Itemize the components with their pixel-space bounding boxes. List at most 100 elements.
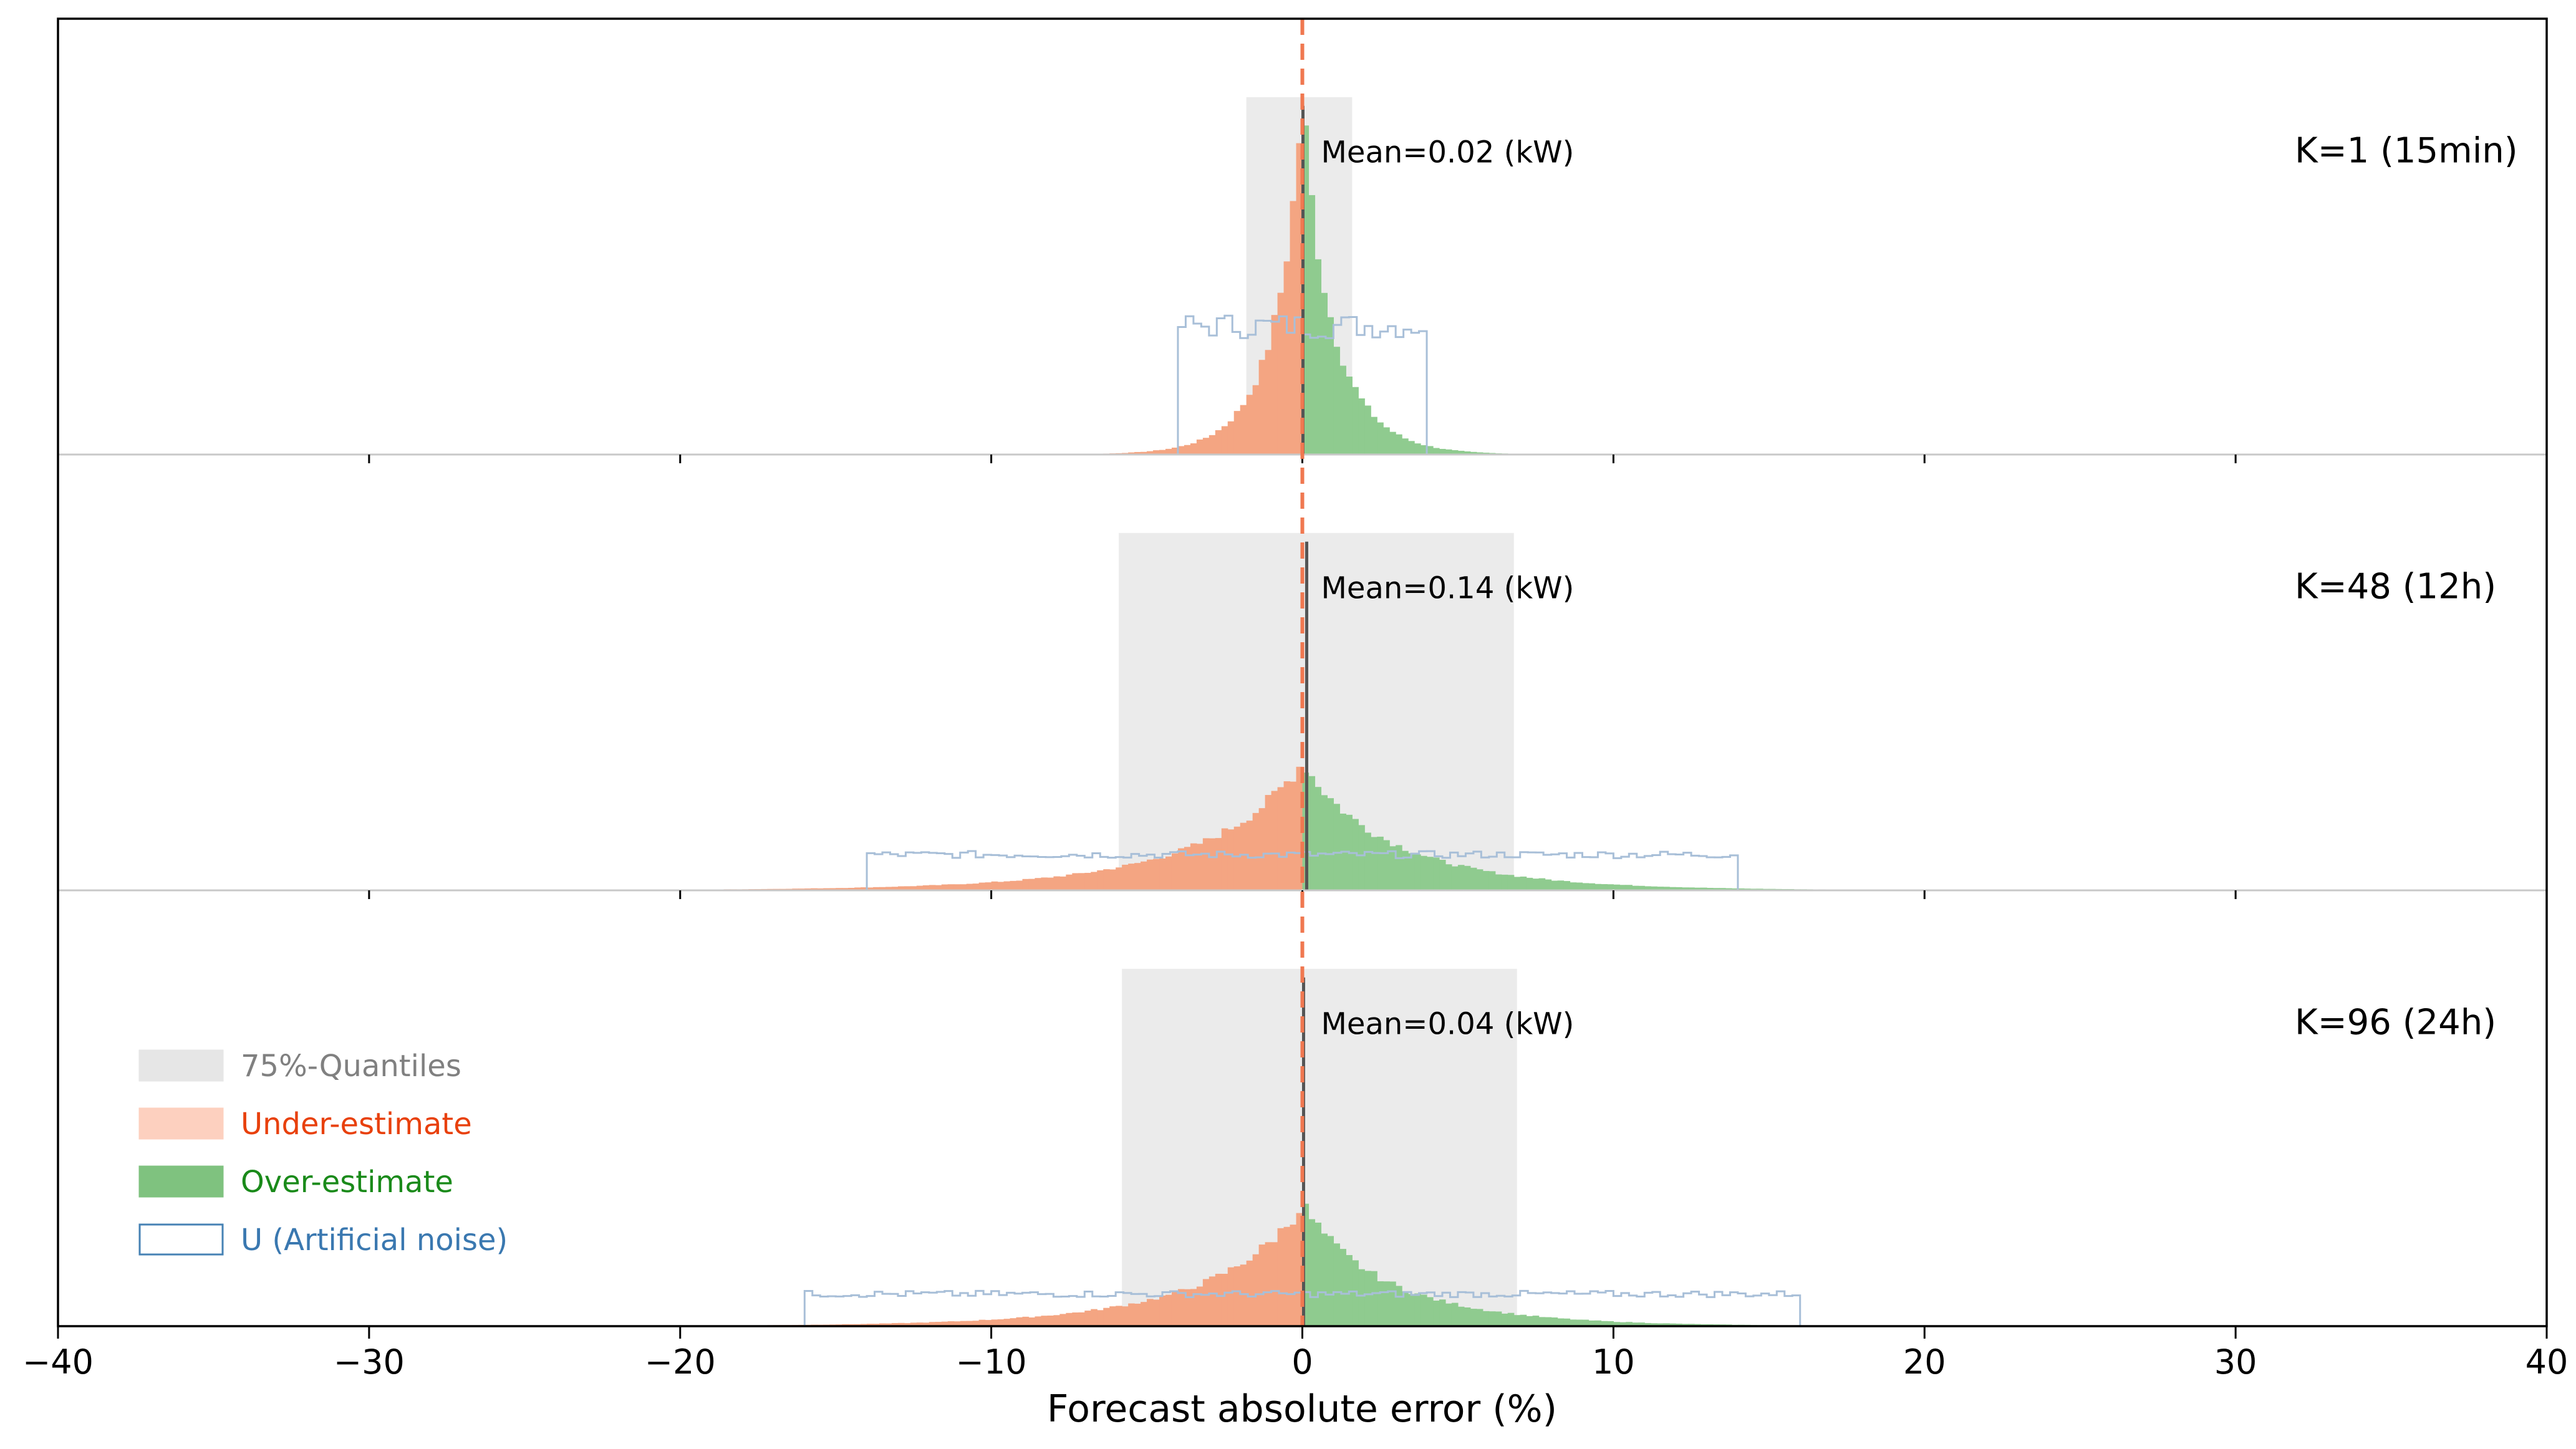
over-estimate-bar bbox=[1445, 449, 1452, 455]
over-estimate-bar bbox=[1321, 1233, 1328, 1326]
under-estimate-bar bbox=[867, 887, 874, 890]
over-estimate-bar bbox=[1532, 879, 1540, 890]
over-estimate-bar bbox=[1682, 1324, 1689, 1326]
under-estimate-bar bbox=[1109, 869, 1116, 890]
over-estimate-bar bbox=[1607, 884, 1614, 890]
over-estimate-bar bbox=[1302, 1203, 1310, 1326]
under-estimate-bar bbox=[829, 888, 836, 890]
over-estimate-bar bbox=[1433, 1301, 1440, 1326]
under-estimate-bar bbox=[879, 1323, 886, 1326]
under-estimate-bar bbox=[1047, 1315, 1054, 1326]
under-estimate-bar bbox=[1128, 864, 1135, 890]
over-estimate-bar bbox=[1619, 885, 1626, 890]
over-estimate-bar bbox=[1451, 1302, 1459, 1326]
under-estimate-bar bbox=[1084, 872, 1091, 890]
under-estimate-bar bbox=[1240, 1264, 1247, 1326]
under-estimate-bar bbox=[1171, 1291, 1179, 1326]
x-tick-label: −40 bbox=[22, 1342, 94, 1382]
under-estimate-bar bbox=[953, 1321, 961, 1326]
under-estimate-bar bbox=[1246, 1260, 1253, 1326]
over-estimate-bar bbox=[1576, 882, 1583, 890]
over-estimate-bar bbox=[1339, 365, 1346, 455]
under-estimate-bar bbox=[1265, 1242, 1272, 1326]
over-estimate-bar bbox=[1594, 883, 1602, 890]
over-estimate-bar bbox=[1371, 416, 1377, 455]
over-estimate-bar bbox=[1532, 1316, 1540, 1326]
over-estimate-bar bbox=[1613, 1322, 1620, 1326]
over-estimate-bar bbox=[1632, 885, 1639, 890]
over-estimate-bar bbox=[1682, 887, 1689, 890]
over-estimate-bar bbox=[1507, 875, 1515, 890]
over-estimate-bar bbox=[1713, 888, 1720, 890]
under-estimate-bar bbox=[1078, 873, 1085, 890]
over-estimate-bar bbox=[1607, 1321, 1614, 1326]
over-estimate-bar bbox=[1464, 865, 1471, 890]
under-estimate-bar bbox=[978, 1319, 986, 1326]
over-estimate-bar bbox=[1321, 292, 1328, 455]
under-estimate-bar bbox=[922, 885, 930, 890]
over-estimate-bar bbox=[1464, 1307, 1471, 1326]
under-estimate-bar bbox=[1072, 1312, 1079, 1326]
under-estimate-bar bbox=[960, 884, 967, 890]
under-estimate-bar bbox=[1227, 421, 1235, 455]
over-estimate-bar bbox=[1315, 1222, 1322, 1326]
under-estimate-bar bbox=[978, 882, 986, 890]
legend-swatch bbox=[138, 1223, 224, 1256]
over-estimate-bar bbox=[1669, 887, 1676, 890]
under-estimate-bar bbox=[904, 1323, 911, 1326]
under-estimate-bar bbox=[1053, 876, 1060, 890]
over-estimate-bar bbox=[1495, 874, 1502, 890]
under-estimate-bar bbox=[1277, 787, 1285, 890]
over-estimate-bar bbox=[1601, 1321, 1608, 1326]
over-estimate-bar bbox=[1725, 888, 1732, 890]
over-estimate-bar bbox=[1619, 1322, 1626, 1326]
under-estimate-bar bbox=[1233, 826, 1241, 890]
under-estimate-bar bbox=[1240, 405, 1247, 455]
under-estimate-bar bbox=[867, 1324, 874, 1326]
legend-swatch bbox=[138, 1049, 224, 1082]
over-estimate-bar bbox=[1451, 866, 1459, 890]
under-estimate-bar bbox=[1116, 1306, 1122, 1326]
under-estimate-bar bbox=[1240, 822, 1247, 890]
under-estimate-bar bbox=[854, 887, 861, 890]
under-estimate-bar bbox=[804, 888, 811, 890]
under-estimate-bar bbox=[1296, 1213, 1303, 1326]
under-estimate-bar bbox=[922, 1322, 930, 1326]
over-estimate-bar bbox=[1371, 837, 1377, 890]
under-estimate-bar bbox=[1252, 812, 1260, 890]
under-estimate-bar bbox=[1184, 847, 1191, 890]
under-estimate-bar bbox=[1296, 766, 1303, 890]
over-estimate-bar bbox=[1439, 1299, 1446, 1326]
over-estimate-bar bbox=[1638, 885, 1645, 890]
over-estimate-bar bbox=[1377, 1281, 1384, 1326]
under-estimate-bar bbox=[1010, 880, 1017, 890]
over-estimate-bar bbox=[1457, 865, 1465, 890]
over-estimate-bar bbox=[1476, 1309, 1483, 1326]
under-estimate-bar bbox=[1258, 1244, 1266, 1326]
under-estimate-bar bbox=[1003, 1319, 1011, 1326]
under-estimate-bar bbox=[1208, 435, 1216, 455]
mean-label: Mean=0.04 (kW) bbox=[1321, 1007, 1575, 1042]
under-estimate-bar bbox=[941, 884, 948, 890]
under-estimate-bar bbox=[1271, 1242, 1278, 1326]
over-estimate-bar bbox=[1663, 1323, 1670, 1326]
under-estimate-bar bbox=[1066, 1312, 1073, 1326]
over-estimate-bar bbox=[1707, 888, 1714, 890]
x-tick-label: 20 bbox=[1903, 1342, 1946, 1382]
over-estimate-bar bbox=[1663, 887, 1670, 890]
under-estimate-bar bbox=[1097, 1310, 1104, 1326]
under-estimate-bar bbox=[1233, 411, 1241, 455]
under-estimate-bar bbox=[997, 882, 1005, 890]
over-estimate-bar bbox=[1495, 1311, 1502, 1326]
over-estimate-bar bbox=[1402, 1291, 1409, 1326]
over-estimate-bar bbox=[1688, 887, 1695, 890]
under-estimate-bar bbox=[985, 882, 992, 890]
legend-swatch bbox=[138, 1107, 224, 1140]
over-estimate-bar bbox=[1364, 1271, 1371, 1326]
under-estimate-bar bbox=[1097, 870, 1104, 890]
over-estimate-bar bbox=[1526, 877, 1533, 890]
over-estimate-bar bbox=[1700, 887, 1707, 890]
under-estimate-bar bbox=[991, 881, 998, 890]
under-estimate-bar bbox=[1190, 1289, 1197, 1326]
under-estimate-bar bbox=[1059, 876, 1066, 890]
